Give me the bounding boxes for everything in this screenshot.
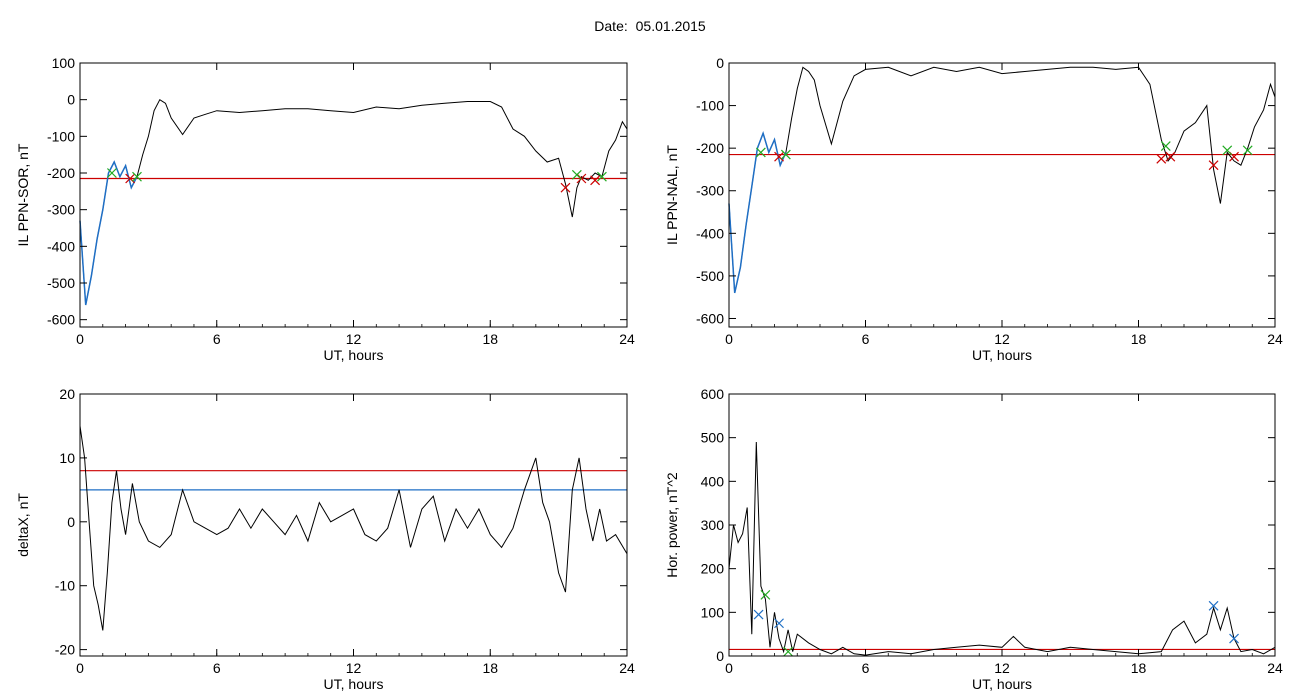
highlight-segment — [728, 130, 787, 294]
y-tick-label: 100 — [52, 55, 76, 71]
marker-green-3 — [571, 169, 582, 180]
x-axis-label: UT, hours — [324, 676, 384, 692]
marker-red-3 — [576, 173, 587, 184]
chart-panel-3: 0 6 12 18 24 -20 -10 0 10 20 UT, hours deltaX, nT — [15, 386, 635, 692]
marker-green-3 — [1160, 141, 1171, 151]
x-axis-label: UT, hours — [972, 676, 1032, 692]
y-tick-label: -600 — [47, 312, 75, 328]
marker-green-1 — [106, 168, 117, 178]
y-tick-label: -20 — [55, 642, 75, 658]
data-trace — [79, 98, 628, 306]
y-tick-label: -400 — [696, 225, 724, 241]
marker-red-2 — [560, 182, 571, 193]
y-tick-label: -300 — [47, 202, 75, 218]
marker-red-4 — [1208, 160, 1219, 171]
marker-green-2 — [783, 646, 794, 657]
y-tick-label: -600 — [696, 310, 724, 326]
data-trace — [728, 441, 1276, 656]
data-trace — [79, 425, 628, 631]
marker-green-4 — [1222, 145, 1233, 156]
x-tick-label: 6 — [862, 331, 870, 347]
y-tick-label: 200 — [701, 561, 725, 577]
y-tick-label: 0 — [67, 92, 75, 108]
x-tick-label: 12 — [346, 331, 362, 347]
data-trace — [728, 66, 1276, 294]
y-tick-label: 20 — [59, 386, 75, 402]
plot-frame — [728, 393, 1276, 657]
y-axis-label: deltaX, nT — [15, 493, 31, 557]
x-tick-label: 0 — [725, 331, 733, 347]
marker-green-1 — [755, 147, 766, 158]
y-tick-label: -300 — [696, 183, 724, 199]
x-tick-label: 18 — [482, 660, 498, 676]
y-tick-label: 0 — [67, 514, 75, 530]
y-tick-label: -500 — [696, 268, 724, 284]
marker-red-2 — [1156, 153, 1167, 164]
plot-frame — [79, 393, 628, 657]
x-tick-label: 12 — [994, 331, 1010, 347]
date-label: Date: — [594, 18, 628, 34]
date-value: 05.01.2015 — [635, 18, 706, 34]
x-tick-label: 18 — [482, 331, 498, 347]
x-tick-label: 12 — [346, 660, 362, 676]
x-tick-label: 24 — [1267, 331, 1283, 347]
x-tick-label: 12 — [994, 660, 1010, 676]
chart-panel-4: 0 6 12 18 24 0 100 200 300 400 500 600 UT, hours Hor.… — [664, 386, 1283, 692]
x-axis-label: UT, hours — [324, 347, 384, 363]
y-tick-label: 500 — [701, 430, 725, 446]
marker-green-2 — [132, 171, 142, 182]
marker-green-1 — [760, 589, 771, 600]
marker-green-5 — [1242, 145, 1253, 156]
y-tick-label: -100 — [47, 128, 75, 144]
x-tick-label: 6 — [213, 660, 221, 676]
marker-blue-3 — [1208, 600, 1219, 611]
x-axis-label: UT, hours — [972, 347, 1032, 363]
y-axis-label: IL PPN-SOR, nT — [15, 143, 31, 246]
y-tick-label: 600 — [701, 386, 725, 402]
y-axis-label: IL PPN-NAL, nT — [664, 145, 680, 245]
chart-panel-1: 0 6 12 18 24 -600 -500 -400 -300 -200 -100 0 100 UT, … — [15, 55, 635, 363]
marker-green-2 — [780, 149, 791, 160]
x-tick-label: 24 — [619, 660, 635, 676]
x-tick-label: 0 — [76, 331, 84, 347]
marker-red-4 — [590, 175, 601, 186]
plot-frame — [728, 62, 1276, 328]
y-tick-label: 10 — [59, 450, 75, 466]
plot-frame — [79, 62, 628, 328]
marker-red-1 — [774, 151, 784, 162]
y-tick-label: 300 — [701, 517, 725, 533]
marker-blue-1 — [753, 609, 764, 620]
x-tick-label: 18 — [1131, 331, 1147, 347]
highlight-segment — [79, 160, 138, 306]
x-tick-label: 0 — [725, 660, 733, 676]
y-tick-label: -500 — [47, 275, 75, 291]
x-tick-label: 6 — [862, 660, 870, 676]
x-tick-label: 0 — [76, 660, 84, 676]
x-tick-label: 24 — [1267, 660, 1283, 676]
x-tick-label: 24 — [619, 331, 635, 347]
marker-red-3 — [1165, 151, 1176, 162]
y-tick-label: -100 — [696, 98, 724, 114]
y-tick-label: 0 — [716, 648, 724, 664]
y-axis-label: Hor. power, nT^2 — [664, 472, 680, 578]
x-tick-label: 6 — [213, 331, 221, 347]
y-tick-label: -10 — [55, 578, 75, 594]
marker-red-1 — [125, 173, 136, 184]
marker-blue-2 — [774, 618, 784, 629]
figure-title: Date: 05.01.2015 — [0, 18, 1300, 34]
x-tick-label: 18 — [1131, 660, 1147, 676]
chart-panel-2: 0 6 12 18 24 -600 -500 -400 -300 -200 -100 0 UT, hou… — [664, 55, 1283, 363]
y-tick-label: 100 — [701, 604, 725, 620]
y-tick-label: -200 — [47, 165, 75, 181]
y-tick-label: 400 — [701, 473, 725, 489]
y-tick-label: -200 — [696, 140, 724, 156]
y-tick-label: -400 — [47, 238, 75, 254]
y-tick-label: 0 — [716, 55, 724, 71]
marker-blue-4 — [1229, 633, 1239, 644]
marker-green-4 — [597, 171, 607, 182]
